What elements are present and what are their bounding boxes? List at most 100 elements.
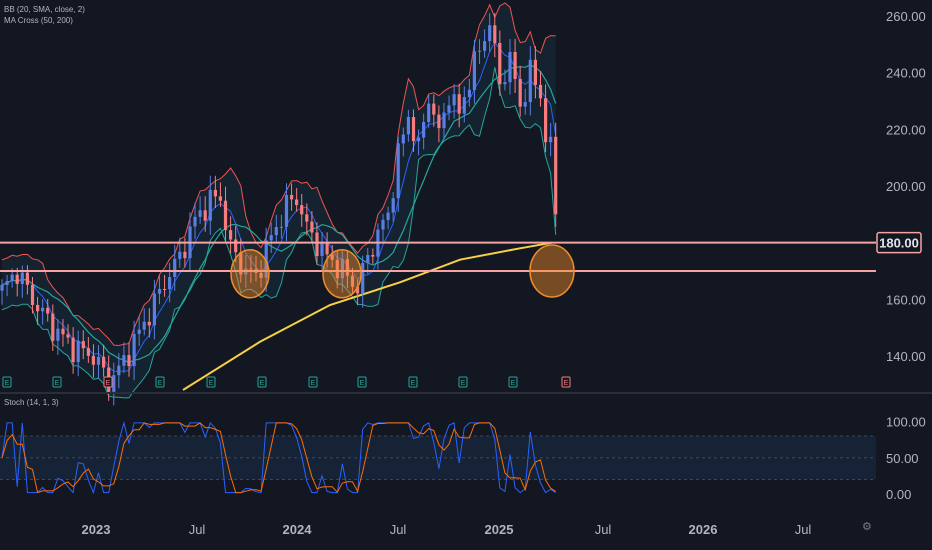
candle-body[interactable] — [544, 98, 548, 143]
candle-body[interactable] — [142, 321, 146, 330]
candle-body[interactable] — [503, 82, 507, 85]
candle-body[interactable] — [295, 199, 299, 206]
candle-body[interactable] — [310, 221, 314, 233]
candle-body[interactable] — [223, 200, 228, 231]
candle-body[interactable] — [533, 59, 537, 85]
candle-body[interactable] — [86, 348, 90, 356]
candle-body[interactable] — [173, 258, 177, 277]
candle-body[interactable] — [5, 281, 9, 285]
candle-body[interactable] — [91, 355, 95, 365]
candle-body[interactable] — [422, 122, 426, 138]
earnings-marker[interactable]: E — [508, 376, 518, 388]
ma-cross-indicator-label[interactable]: MA Cross (50, 200) — [4, 16, 73, 25]
earnings-marker[interactable]: E — [561, 376, 571, 388]
candle-body[interactable] — [279, 226, 283, 228]
candle-body[interactable] — [203, 210, 207, 221]
candle-body[interactable] — [462, 97, 466, 114]
candle-body[interactable] — [213, 189, 217, 197]
candle-body[interactable] — [249, 268, 253, 270]
candle-body[interactable] — [452, 94, 456, 106]
candle-body[interactable] — [320, 241, 324, 256]
earnings-marker[interactable]: E — [458, 376, 468, 388]
candle-body[interactable] — [71, 337, 75, 363]
candle-body[interactable] — [168, 277, 172, 290]
earnings-marker[interactable]: E — [257, 376, 267, 388]
candle-body[interactable] — [432, 103, 436, 115]
candle-body[interactable] — [46, 307, 50, 314]
candle-body[interactable] — [137, 329, 141, 334]
candle-body[interactable] — [15, 274, 19, 284]
candle-body[interactable] — [513, 52, 517, 79]
candle-body[interactable] — [396, 143, 400, 199]
candle-body[interactable] — [147, 321, 151, 326]
candle-body[interactable] — [350, 275, 355, 287]
candle-body[interactable] — [335, 259, 339, 279]
candle-body[interactable] — [41, 307, 45, 312]
candle-body[interactable] — [437, 114, 441, 129]
candle-body[interactable] — [229, 230, 233, 240]
candle-body[interactable] — [345, 259, 349, 276]
candle-body[interactable] — [411, 117, 416, 142]
candle-body[interactable] — [76, 341, 80, 363]
candle-body[interactable] — [290, 195, 294, 200]
candle-body[interactable] — [51, 313, 55, 341]
earnings-marker[interactable]: E — [103, 376, 113, 388]
candle-body[interactable] — [122, 355, 126, 366]
candle-body[interactable] — [208, 189, 212, 221]
candle-body[interactable] — [508, 52, 512, 83]
candle-body[interactable] — [30, 284, 35, 305]
candle-body[interactable] — [554, 136, 558, 215]
settings-gear-icon[interactable]: ⚙ — [862, 521, 872, 533]
earnings-marker[interactable]: E — [52, 376, 62, 388]
candle-body[interactable] — [366, 255, 370, 263]
candle-body[interactable] — [325, 241, 329, 255]
candle-body[interactable] — [81, 341, 85, 349]
stoch-indicator-label[interactable]: Stoch (14, 1, 3) — [4, 398, 59, 407]
candle-body[interactable] — [56, 328, 60, 341]
earnings-marker[interactable]: E — [2, 376, 12, 388]
candle-body[interactable] — [117, 365, 121, 376]
candle-body[interactable] — [493, 25, 497, 43]
candle-body[interactable] — [371, 255, 375, 257]
candle-body[interactable] — [518, 79, 522, 107]
highlight-circle[interactable] — [230, 249, 270, 299]
candle-body[interactable] — [523, 102, 527, 107]
candle-body[interactable] — [234, 239, 238, 253]
earnings-marker[interactable]: E — [308, 376, 318, 388]
candle-body[interactable] — [488, 25, 492, 42]
candle-body[interactable] — [457, 94, 461, 114]
level-price-tag[interactable] — [876, 231, 922, 254]
candle-body[interactable] — [361, 262, 365, 294]
candle-body[interactable] — [25, 272, 29, 285]
earnings-marker[interactable]: E — [155, 376, 165, 388]
candle-body[interactable] — [386, 212, 390, 220]
candle-body[interactable] — [381, 219, 385, 230]
candle-body[interactable] — [96, 356, 101, 365]
candle-body[interactable] — [239, 252, 243, 275]
candle-body[interactable] — [538, 84, 543, 99]
candle-body[interactable] — [163, 289, 167, 290]
earnings-marker[interactable]: E — [408, 376, 418, 388]
candle-body[interactable] — [193, 216, 197, 227]
candle-body[interactable] — [183, 251, 187, 259]
earnings-marker[interactable]: E — [357, 376, 367, 388]
candle-body[interactable] — [391, 198, 395, 213]
highlight-circle[interactable] — [322, 249, 362, 299]
candle-body[interactable] — [20, 272, 24, 284]
candle-body[interactable] — [472, 51, 476, 90]
candle-body[interactable] — [264, 240, 268, 278]
candle-body[interactable] — [112, 375, 116, 392]
bb-indicator-label[interactable]: BB (20, SMA, close, 2) — [4, 5, 85, 14]
candle-body[interactable] — [401, 134, 405, 144]
candle-body[interactable] — [442, 112, 446, 129]
candle-body[interactable] — [218, 196, 222, 201]
candle-body[interactable] — [0, 284, 4, 291]
candle-body[interactable] — [356, 286, 360, 294]
candle-body[interactable] — [528, 59, 532, 103]
candle-body[interactable] — [330, 254, 334, 260]
candle-body[interactable] — [427, 103, 431, 122]
earnings-marker[interactable]: E — [206, 376, 216, 388]
candle-body[interactable] — [406, 117, 410, 135]
candle-body[interactable] — [198, 210, 202, 217]
candle-body[interactable] — [284, 195, 289, 227]
